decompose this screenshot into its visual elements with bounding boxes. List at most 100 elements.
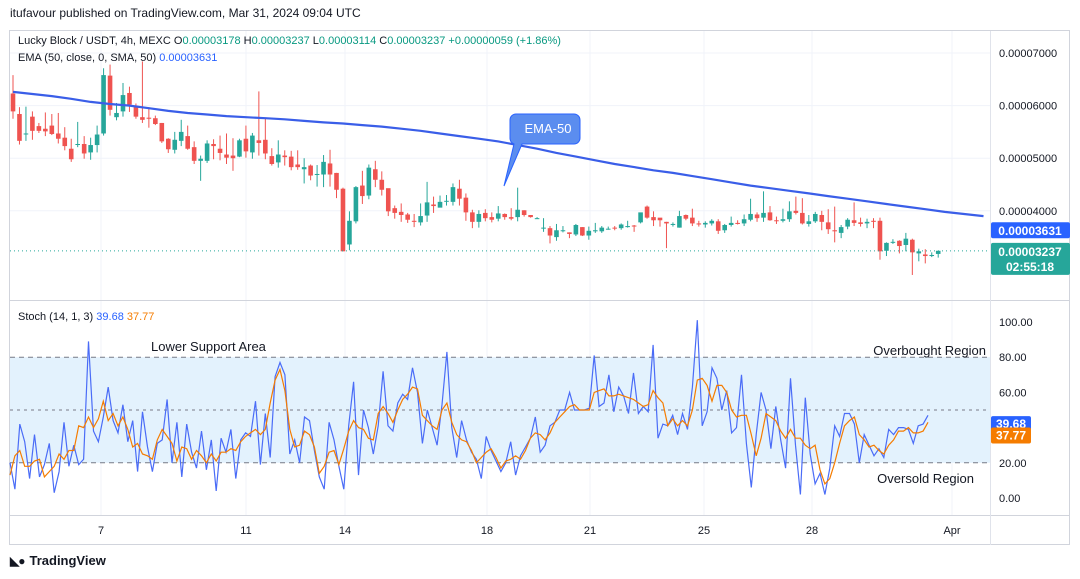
candle-down: [140, 117, 145, 120]
candle-up: [450, 187, 456, 202]
stoch-d-badge: 37.77: [991, 427, 1031, 444]
candle-down: [897, 240, 902, 247]
candle-up: [94, 134, 100, 146]
axes: 0.00007000 0.00006000 0.00005000 0.00004000…: [10, 31, 1070, 545]
candle-up: [702, 222, 708, 225]
symbol-label: Lucky Block / USDT, 4h, MEXC: [18, 35, 171, 47]
candle-down: [644, 206, 650, 218]
chart-frame: [9, 30, 1070, 545]
time-tick-label: 21: [584, 525, 596, 537]
candle-down: [191, 147, 197, 161]
candle-up: [618, 224, 624, 229]
stoch-tick-label: 20.00: [999, 458, 1027, 470]
candle-up: [670, 223, 676, 225]
candle-down: [288, 156, 294, 168]
price-tick-label: 0.00005000: [999, 153, 1057, 165]
candle-down: [263, 139, 268, 154]
candle-down: [17, 114, 22, 141]
candle-up: [605, 228, 611, 230]
candle-up: [780, 219, 786, 221]
candle-up: [114, 112, 119, 118]
candle-down: [295, 164, 300, 168]
stoch-tick-label: 60.00: [999, 387, 1027, 399]
candle-up: [275, 154, 281, 163]
candle-up: [593, 230, 598, 232]
candle-down: [483, 212, 488, 219]
candle-down: [657, 217, 663, 221]
candle-down: [133, 105, 139, 117]
candle-down: [800, 212, 805, 224]
candle-up: [418, 216, 423, 223]
time-tick-label: 18: [481, 525, 493, 537]
candle-up: [301, 167, 307, 170]
candle-down: [528, 215, 533, 218]
high-value: 0.00003237: [251, 35, 310, 47]
candle-down: [49, 125, 55, 135]
candle-down: [62, 137, 68, 147]
last-price-badge-text: 0.00003237: [998, 245, 1062, 259]
candle-up: [23, 133, 29, 135]
candle-up: [884, 242, 889, 251]
candle-up: [321, 161, 326, 175]
candle-down: [107, 75, 113, 110]
candle-up: [709, 220, 715, 224]
candle-down: [282, 155, 288, 158]
tradingview-logo-icon: ◣●: [10, 553, 26, 568]
candle-down: [767, 212, 773, 221]
candle-down: [431, 204, 436, 207]
price-legend: Lucky Block / USDT, 4h, MEXC O0.00003178…: [18, 35, 561, 47]
candle-up: [424, 202, 430, 216]
candle-down: [910, 239, 915, 253]
candle-down: [470, 212, 475, 222]
candle-down: [185, 136, 190, 149]
candle-down: [567, 232, 572, 234]
stoch-d-badge-text: 37.77: [996, 429, 1026, 443]
time-tick-label: 28: [806, 525, 818, 537]
low-prefix: L: [312, 35, 319, 47]
candle-down: [153, 118, 158, 125]
lower-support-label: Lower Support Area: [151, 339, 267, 354]
candle-down: [127, 92, 132, 105]
stoch-legend: Stoch (14, 1, 3) 39.68 37.77: [18, 311, 154, 323]
candle-down: [922, 254, 928, 257]
ema-callout-label: EMA-50: [525, 121, 572, 136]
open-prefix: O: [173, 35, 183, 47]
time-tick-label: 14: [339, 525, 351, 537]
candle-down: [243, 138, 249, 152]
candle-up: [476, 213, 482, 222]
tradingview-logo[interactable]: ◣● TradingView: [10, 553, 106, 568]
candle-up: [838, 227, 844, 233]
candle-down: [819, 215, 825, 222]
price-tick-label: 0.00004000: [999, 206, 1057, 218]
candle-up: [722, 225, 727, 231]
candle-up: [178, 131, 184, 141]
time-tick-label: 25: [698, 525, 710, 537]
candle-up: [250, 135, 255, 153]
price-tick-label: 0.00007000: [999, 48, 1057, 60]
candle-down: [580, 227, 585, 236]
candle-up: [120, 95, 126, 112]
price-tick-label: 0.00006000: [999, 101, 1057, 113]
candle-down: [877, 220, 883, 252]
candle-down: [405, 214, 410, 220]
candle-down: [81, 143, 87, 154]
candle-up: [929, 254, 935, 257]
candle-down: [165, 138, 171, 150]
candle-down: [146, 117, 152, 119]
candle-down: [715, 221, 721, 231]
candle-up: [366, 167, 372, 196]
candle-up: [812, 213, 818, 222]
candle-up: [748, 213, 753, 220]
candle-up: [741, 219, 747, 224]
candle-down: [754, 214, 760, 219]
candle-down: [508, 217, 514, 219]
stoch-tick-label: 80.00: [999, 352, 1027, 364]
candle-down: [30, 116, 35, 131]
candle-down: [683, 215, 689, 219]
candle-down: [36, 126, 42, 131]
candle-down: [327, 163, 333, 175]
candle-up: [314, 173, 320, 175]
candle-down: [463, 197, 469, 213]
